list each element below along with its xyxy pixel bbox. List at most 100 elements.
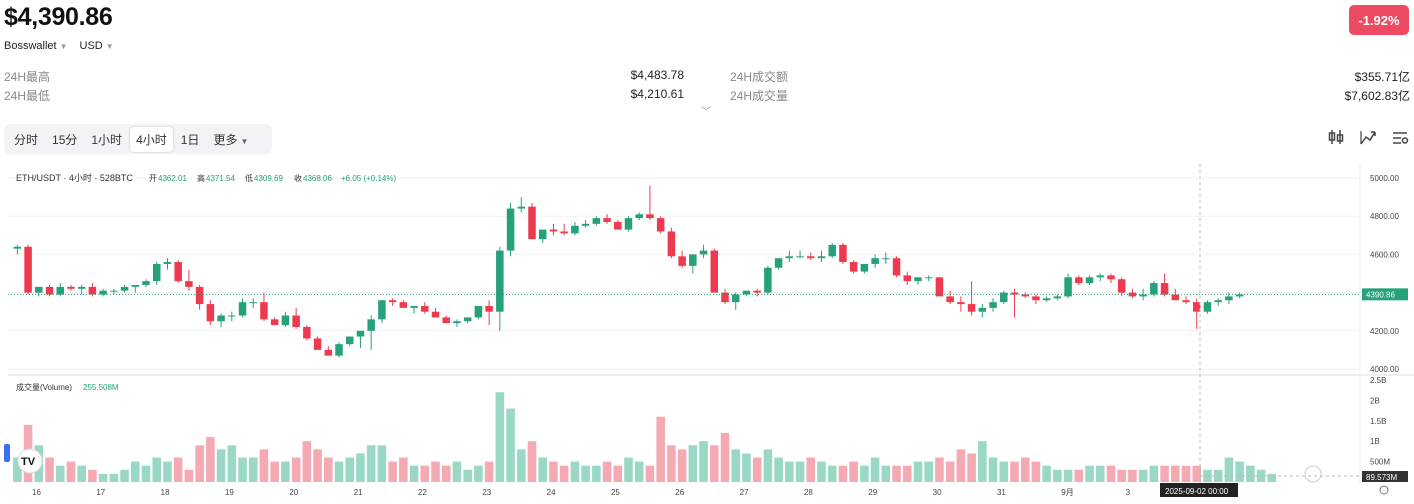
candle-body [345,336,354,345]
candle-body [1139,294,1147,297]
indicator-icon[interactable] [1359,128,1377,151]
y-tick-label: 4200.00 [1370,327,1399,336]
candle-body [217,315,225,322]
candle-body [646,214,654,219]
candle-body [496,250,504,312]
exchange-selector[interactable]: Bosswallet ▼ [4,40,68,52]
candle-body [1171,294,1180,301]
tab-timeframe-4[interactable]: 1日 [180,132,200,147]
candle-body [667,231,676,257]
volume-bar [1138,469,1148,482]
ohlc-low-label: 低 [245,173,253,183]
candle-body [753,290,761,293]
y-tick-label: 4000.00 [1370,365,1399,374]
candle-body [935,277,944,297]
volume-bar [774,457,783,482]
candle-body [914,277,922,282]
x-tick-label: 19 [225,488,234,497]
volume-bar [484,461,494,482]
x-tick-label: 25 [611,488,620,497]
candle-body [892,258,901,276]
candle-body [785,256,794,259]
candle-body [324,349,333,356]
volume-bar [506,408,515,482]
x-tick-label: 31 [997,488,1006,497]
volume-bar [613,465,623,482]
candle-body [335,344,343,356]
volume-bar [377,445,387,482]
candle-body [77,286,86,289]
volume-bar [1085,465,1094,482]
candle-body [560,231,568,234]
x-tick-label: 30 [933,488,942,497]
volume-bar [570,461,580,482]
candle-body [571,225,579,234]
price-change-badge: -1.92% [1349,5,1409,35]
candle-body [1032,296,1040,301]
volume-bar [1042,465,1051,482]
candle-body [774,258,783,268]
volume-bar [988,457,998,482]
tab-timeframe-3[interactable]: 4小时 [130,126,173,152]
timeframe-bar: 分时 15分 1小时 4小时 1日 更多 ▼ [4,124,272,154]
candle-body [592,218,601,224]
candle-body [731,294,740,303]
candle-body [421,305,429,312]
volume-bar [924,461,933,482]
ohlc-high: 4371.54 [206,174,235,183]
y-tick-label: 4600.00 [1370,250,1399,259]
volume-bar [441,465,451,482]
volume-bar [388,461,397,482]
candle-body [1053,296,1062,299]
candle-body [388,300,397,303]
candle-body [635,214,643,219]
candle-body [1150,283,1158,295]
price-chart[interactable]: ETH/USDT · 4小时 · 528BTC 开 4362.01 高 4371… [0,164,1414,504]
stat-volume-value: $7,602.83亿 [1344,89,1410,103]
expand-chevron-icon[interactable]: ﹀ [701,107,711,118]
market-selectors: Bosswallet ▼ USD ▼ [4,40,114,52]
volume-bar [634,461,644,482]
candle-body [152,263,161,282]
volume-bar [1149,465,1159,482]
watermark-logo-icon [1304,465,1322,483]
settings-gear-icon[interactable] [1379,485,1389,495]
volume-bar [431,461,440,482]
volume-bar [399,457,408,482]
volume-bar [1267,473,1277,482]
candle-body [742,290,751,295]
tab-timeframe-2[interactable]: 1小时 [91,132,123,147]
volume-bar [913,461,923,482]
volume-bar [667,445,676,482]
currency-selector[interactable]: USD ▼ [80,40,114,52]
volume-bar [88,469,97,482]
candle-body [710,250,719,293]
volume-bar [291,457,301,482]
volume-bar [206,437,215,482]
volume-tick-label: 1B [1370,437,1380,446]
volume-bar [184,469,194,482]
tab-timeframe-0[interactable]: 分时 [14,132,39,147]
tab-timeframe-more[interactable]: 更多 ▼ [207,127,254,152]
volume-bar [645,465,655,482]
candle-body [356,330,365,337]
ohlc-open-label: 开 [149,174,157,183]
candle-body [1064,277,1072,297]
candlestick-icon[interactable] [1327,128,1345,151]
volume-bar [270,461,279,482]
ohlc-open: 4362.01 [158,174,187,183]
volume-bar [66,461,76,482]
candle-body [1214,300,1222,303]
chart-handle[interactable] [4,444,10,462]
candle-body [1128,292,1137,297]
volume-bar [935,457,944,482]
x-tick-label: 29 [868,488,877,497]
settings-icon[interactable] [1391,128,1409,151]
volume-bar [345,457,355,482]
x-tick-label: 23 [482,488,491,497]
candle-body [678,256,686,266]
volume-bar [1010,461,1019,482]
tab-timeframe-1[interactable]: 15分 [52,132,78,147]
candle-body [1085,277,1094,284]
volume-bar [742,453,751,482]
